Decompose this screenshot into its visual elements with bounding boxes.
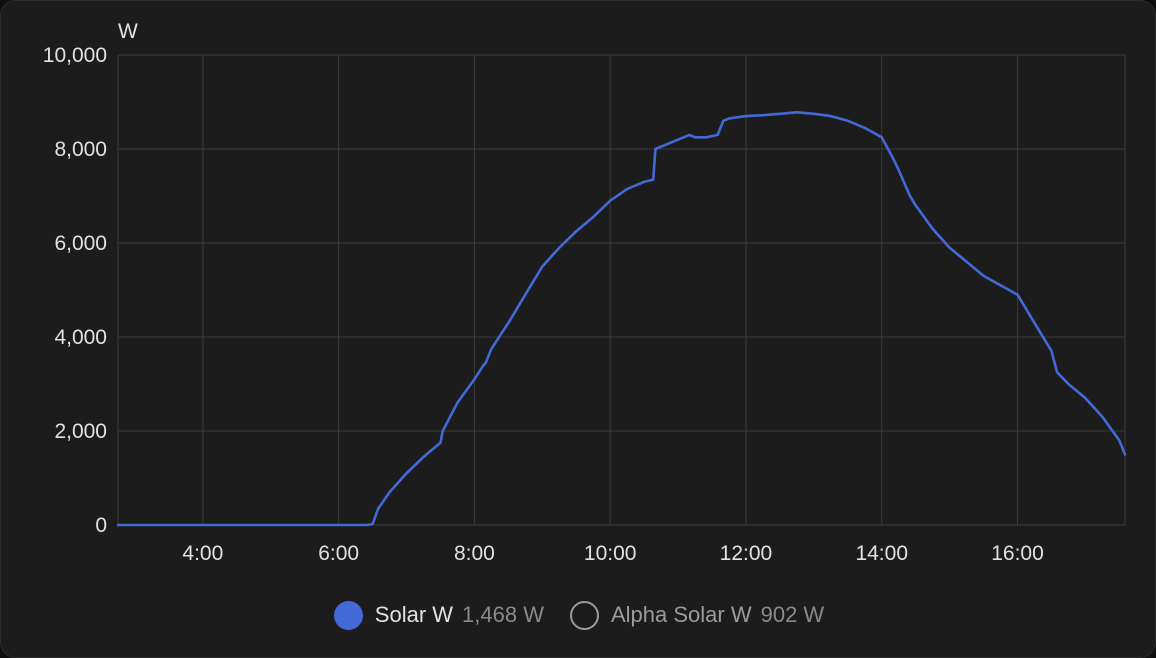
series-line-solar-w[interactable]	[116, 111, 1127, 527]
x-tick-label: 10:00	[584, 542, 637, 565]
series-color-dot	[569, 600, 599, 630]
line-chart[interactable]: 0 2,000 4,000 6,000 8,000 10,000 4:00 6:00 8:00 1…	[1, 1, 1156, 591]
y-tick-label: 4,000	[54, 326, 107, 349]
legend-series-name: Solar W	[374, 602, 454, 627]
x-tick-label: 12:00	[720, 542, 773, 565]
series	[116, 111, 1127, 527]
x-tick-label: 4:00	[182, 542, 223, 565]
legend: Solar W 1,468 W Alpha Solar W 902 W	[1, 595, 1155, 635]
legend-series-value: 902 W	[760, 602, 825, 627]
y-tick-label: 6,000	[54, 232, 107, 255]
axes: 0 2,000 4,000 6,000 8,000 10,000 4:00 6:00 8:00 1…	[43, 44, 1126, 565]
series-color-dot	[333, 600, 363, 630]
x-tick-label: 16:00	[991, 542, 1044, 565]
x-tick-label: 6:00	[318, 542, 359, 565]
y-tick-label: 2,000	[54, 420, 107, 443]
legend-series-name: Alpha Solar W	[610, 602, 752, 627]
y-tick-label: 0	[95, 514, 107, 537]
legend-item-alpha-solar[interactable]: Alpha Solar W 902 W	[569, 600, 825, 630]
y-axis-unit-label: W	[118, 20, 138, 43]
x-tick-label: 14:00	[855, 542, 908, 565]
y-tick-label: 8,000	[54, 138, 107, 161]
grid	[118, 54, 1125, 526]
x-tick-label: 8:00	[454, 542, 495, 565]
legend-item-solar[interactable]: Solar W 1,468 W	[333, 600, 544, 630]
legend-series-value: 1,468 W	[462, 602, 544, 627]
y-tick-label: 10,000	[43, 44, 107, 67]
